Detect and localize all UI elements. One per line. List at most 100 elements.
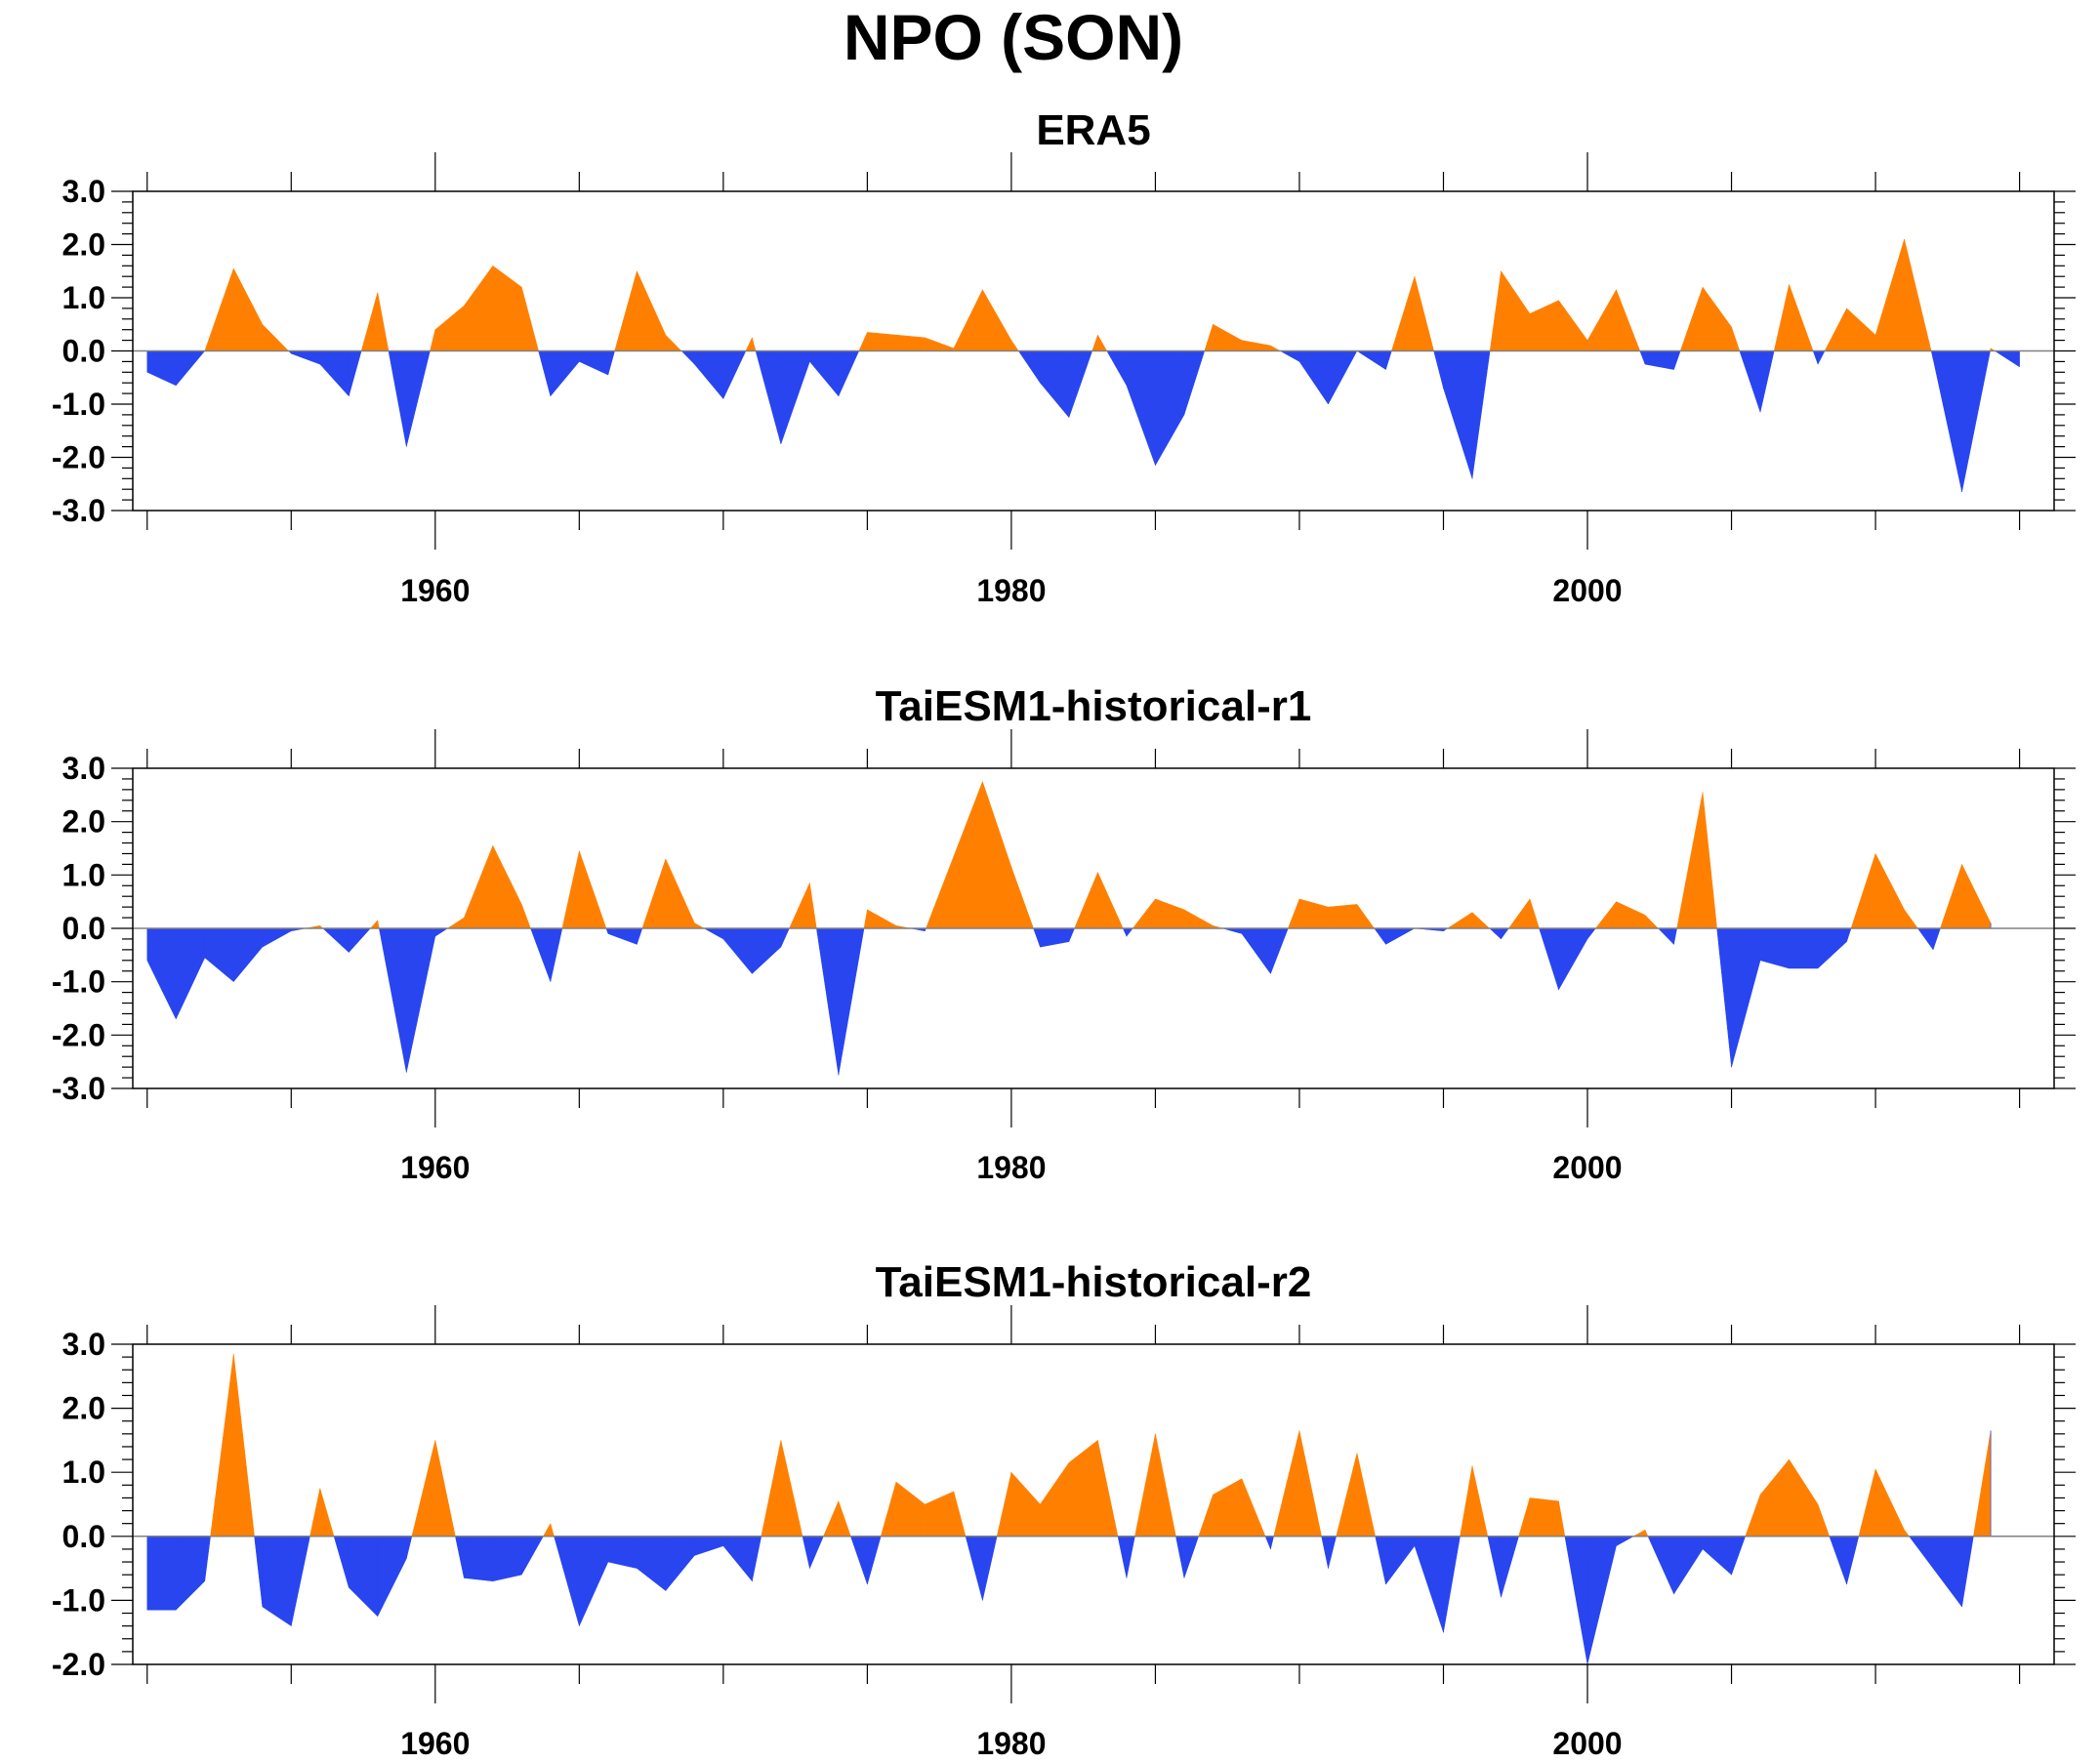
negative-area [1930, 350, 1934, 359]
negative-area [1443, 1536, 1461, 1633]
positive-area [1068, 1439, 1098, 1538]
positive-area [1213, 1478, 1243, 1538]
positive-area [1010, 867, 1034, 929]
positive-area [233, 1353, 255, 1538]
negative-area [204, 927, 234, 983]
x-tick-label: 1960 [400, 573, 470, 608]
negative-area [1106, 350, 1128, 387]
negative-area [722, 350, 747, 399]
positive-area [752, 337, 757, 351]
positive-area [1198, 1495, 1214, 1538]
negative-area [607, 927, 638, 945]
negative-area [1586, 927, 1596, 940]
negative-area [1126, 1536, 1135, 1578]
negative-area [1155, 350, 1185, 467]
positive-area [1616, 901, 1646, 929]
plot-frame [132, 1343, 2055, 1665]
positive-area [1529, 300, 1559, 351]
negative-area [538, 350, 552, 396]
positive-area [1558, 299, 1588, 351]
negative-area [1647, 1536, 1674, 1594]
positive-area [1091, 335, 1098, 351]
positive-area [614, 270, 638, 351]
negative-area [1586, 1536, 1617, 1665]
positive-area [895, 1481, 926, 1538]
positive-area [1097, 872, 1124, 929]
positive-area [1874, 238, 1905, 351]
positive-area [925, 1491, 955, 1538]
negative-area [637, 927, 643, 945]
negative-area [1644, 350, 1674, 370]
negative-area [1279, 350, 1300, 362]
negative-area [1068, 350, 1093, 418]
negative-area [1385, 350, 1392, 370]
negative-area [1817, 927, 1847, 969]
positive-area [694, 922, 706, 929]
positive-area [369, 920, 379, 929]
negative-area [1961, 1536, 1974, 1608]
negative-area [1385, 927, 1416, 945]
positive-area [579, 850, 607, 929]
negative-area [1040, 350, 1070, 419]
negative-area [1126, 927, 1133, 937]
negative-area [434, 927, 449, 937]
negative-area [1817, 350, 1826, 365]
positive-area [1155, 898, 1185, 929]
y-tick-label: -2.0 [52, 440, 105, 475]
negative-area [1564, 1536, 1588, 1665]
positive-area [1558, 1500, 1566, 1538]
positive-area [1850, 853, 1876, 929]
negative-area [867, 1536, 882, 1585]
positive-area [434, 305, 465, 351]
negative-area [1932, 1536, 1962, 1608]
chart-panel-2: TaiESM1-historical-r1 -3.0 -2.0 -1.0 0.0 1.0 2… [52, 682, 2076, 1185]
negative-area [1122, 927, 1128, 937]
positive-area [863, 909, 868, 929]
y-tick-label: 0.0 [62, 911, 105, 946]
positive-area [492, 265, 522, 351]
positive-area [1973, 1430, 1992, 1538]
positive-area [953, 781, 983, 929]
negative-area [254, 1536, 264, 1607]
y-tick-label: -1.0 [52, 387, 105, 422]
positive-area [464, 265, 494, 351]
positive-area [1874, 853, 1905, 929]
panel-title: TaiESM1-historical-r2 [876, 1258, 1312, 1306]
negative-area [1829, 1536, 1847, 1585]
negative-area [1328, 1536, 1337, 1569]
negative-area [1489, 927, 1502, 940]
negative-area [1222, 927, 1243, 934]
positive-area [262, 323, 290, 351]
negative-area [802, 1536, 810, 1569]
negative-area [379, 927, 407, 1073]
positive-area [1010, 339, 1019, 351]
chart-panel-3: TaiESM1-historical-r2 -2.0 -1.0 0.0 1.0 2.0 3.… [52, 1258, 2076, 1761]
negative-area [838, 350, 860, 396]
positive-area [1824, 308, 1847, 351]
negative-area [694, 350, 724, 400]
negative-area [1270, 1536, 1274, 1549]
negative-area [1414, 1536, 1444, 1633]
positive-area [1529, 1497, 1559, 1538]
negative-area [464, 1536, 494, 1581]
negative-area [1264, 1536, 1271, 1550]
negative-area [1759, 350, 1775, 413]
positive-area [1874, 1468, 1905, 1538]
negative-area [1328, 350, 1358, 405]
negative-area [521, 1536, 544, 1577]
y-tick-label: -1.0 [52, 1582, 105, 1618]
positive-area [1759, 1458, 1790, 1538]
negative-area [1298, 350, 1329, 405]
negative-area [1374, 927, 1386, 946]
positive-area [1204, 324, 1214, 351]
x-tick-label: 1960 [400, 1726, 470, 1761]
negative-area [176, 927, 206, 1020]
negative-area [146, 927, 177, 1020]
positive-area [1644, 1530, 1649, 1538]
negative-area [1471, 350, 1491, 479]
negative-area [262, 927, 292, 948]
negative-area [1716, 927, 1732, 1068]
y-tick-label: 1.0 [62, 1455, 105, 1490]
negative-area [1443, 350, 1473, 479]
positive-area [953, 1491, 967, 1538]
